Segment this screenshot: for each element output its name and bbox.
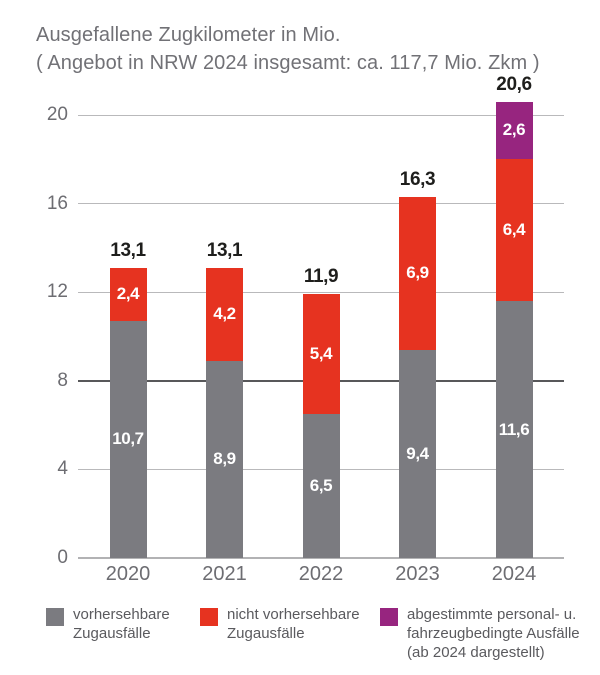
bar-segment-2024-vorhersehbar: 11,6 <box>495 301 533 558</box>
bar-segment-2023-vorhersehbar: 9,4 <box>399 349 436 558</box>
bar-total-label-2024: 20,6 <box>496 73 532 95</box>
segment-value-label: 9,4 <box>406 443 429 463</box>
legend-label-line: abgestimmte personal- u. <box>407 606 577 623</box>
y-axis-label-12: 12 <box>46 281 68 303</box>
gridline-0 <box>78 557 564 559</box>
segment-value-label: 5,4 <box>309 344 333 364</box>
bar-segment-2020-nicht-vorhersehbar: 2,4 <box>109 267 147 321</box>
bar-total-label-2022: 11,9 <box>303 266 339 288</box>
x-axis-label-2023: 2023 <box>395 563 440 585</box>
gridline-16 <box>78 203 564 205</box>
chart-title: Ausgefallene Zugkilometer in Mio. <box>36 24 341 46</box>
bar-segment-2023-nicht-vorhersehbar: 6,9 <box>399 196 436 350</box>
legend-item-abgestimmt: abgestimmte personal- u. fahrzeugbedingt… <box>380 605 580 662</box>
bar-total-label-2021: 13,1 <box>206 239 243 261</box>
legend-label: abgestimmte personal- u. fahrzeugbedingt… <box>407 605 580 662</box>
segment-value-label: 6,9 <box>406 263 429 283</box>
segment-value-label: 6,5 <box>309 476 333 495</box>
legend-label: nicht vorhersehbare Zugausfälle <box>227 605 360 643</box>
segment-value-label: 6,4 <box>502 220 526 240</box>
bar-segment-2024-nicht-vorhersehbar: 6,4 <box>495 159 533 302</box>
legend-label-line: Zugausfälle <box>227 625 305 642</box>
gridline-12 <box>78 291 564 293</box>
legend-label-line: (ab 2024 dargestellt) <box>407 644 545 661</box>
legend-swatch-purple <box>380 608 398 626</box>
legend-swatch-gray <box>46 608 64 626</box>
legend-label: vorhersehbare Zugausfälle <box>73 605 170 643</box>
bar-segment-2024-abgestimmt: 2,6 <box>495 101 533 160</box>
legend-item-nicht-vorhersehbar: nicht vorhersehbare Zugausfälle <box>200 605 360 643</box>
bar-total-label-2020: 13,1 <box>110 239 146 261</box>
y-axis-label-16: 16 <box>46 192 68 214</box>
segment-value-label: 2,6 <box>502 120 526 140</box>
segment-value-label: 10,7 <box>112 429 144 449</box>
x-axis-label-2020: 2020 <box>105 563 151 585</box>
legend-label-line: vorhersehbare <box>73 606 170 623</box>
bar-segment-2020-vorhersehbar: 10,7 <box>109 320 147 558</box>
bar-total-label-2023: 16,3 <box>399 168 436 190</box>
segment-value-label: 2,4 <box>116 284 140 304</box>
y-axis-label-8: 8 <box>57 369 68 391</box>
legend-label-line: Zugausfälle <box>73 625 151 642</box>
legend-item-vorhersehbar: vorhersehbare Zugausfälle <box>46 605 170 643</box>
y-axis-label-0: 0 <box>57 547 68 568</box>
y-axis-label-20: 20 <box>46 104 68 125</box>
segment-value-label: 4,2 <box>213 304 236 324</box>
legend-label-line: nicht vorhersehbare <box>227 606 360 623</box>
segment-value-label: 8,9 <box>213 449 236 469</box>
x-axis-label-2022: 2022 <box>298 563 344 585</box>
bar-segment-2022-vorhersehbar: 6,5 <box>302 414 340 558</box>
x-axis-label-2021: 2021 <box>202 563 247 585</box>
x-axis-label-2024: 2024 <box>491 563 537 585</box>
bar-segment-2021-nicht-vorhersehbar: 4,2 <box>206 267 243 361</box>
bar-segment-2022-nicht-vorhersehbar: 5,4 <box>302 294 340 415</box>
legend-label-line: fahrzeugbedingte Ausfälle <box>407 625 580 642</box>
chart-subtitle: ( Angebot in NRW 2024 insgesamt: ca. 117… <box>36 52 540 74</box>
y-axis-label-4: 4 <box>57 458 68 480</box>
bar-segment-2021-vorhersehbar: 8,9 <box>206 360 243 558</box>
gridline-20 <box>78 114 564 116</box>
segment-value-label: 11,6 <box>498 419 530 439</box>
legend-swatch-red <box>200 608 218 626</box>
